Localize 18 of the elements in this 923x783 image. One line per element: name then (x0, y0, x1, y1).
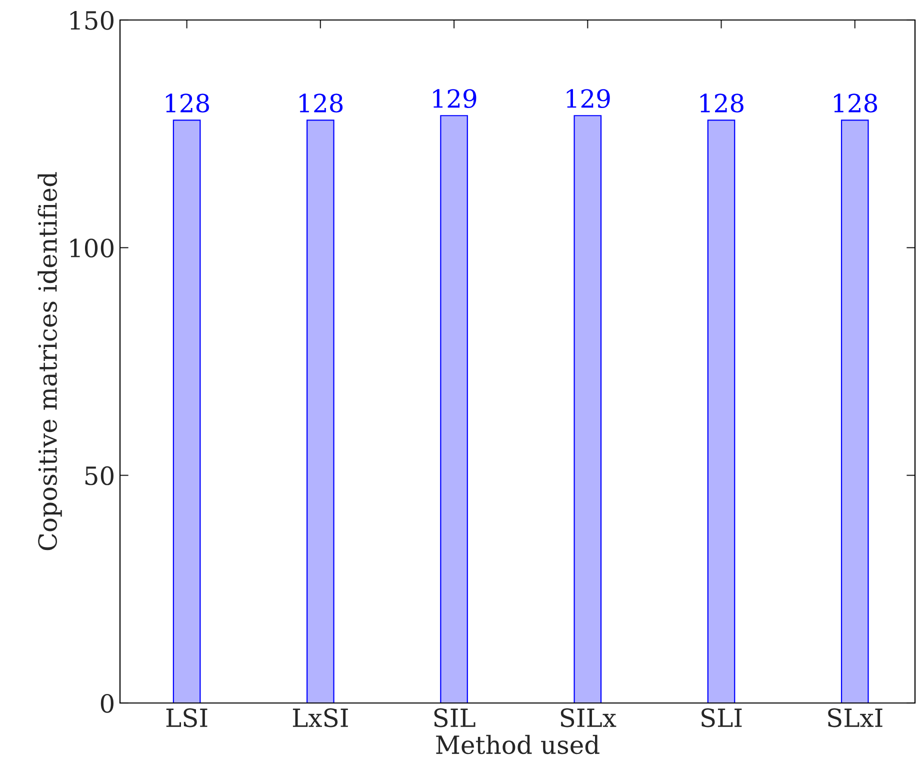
data-label: 128 (700, 94, 744, 113)
data-label: 128 (300, 94, 343, 113)
x-axis-title: Method used (436, 734, 600, 754)
data-label: 129 (566, 89, 610, 108)
data-label: 128 (834, 94, 878, 113)
data-label: 128 (166, 94, 209, 113)
x-tick-label: SLI (702, 708, 742, 728)
x-tick-label: SILx (560, 708, 616, 728)
x-tick-label: SIL (434, 708, 476, 728)
y-tick-label: 0 (100, 694, 114, 713)
y-tick-label: 50 (85, 466, 114, 486)
y-axis-title: Copositive matrices identified (38, 172, 62, 550)
y-tick-label: 150 (70, 10, 114, 30)
x-tick-label: LxSI (292, 708, 348, 728)
y-tick-label: 100 (70, 238, 114, 258)
data-label: 129 (433, 89, 476, 108)
x-tick-label: SLxI (828, 708, 882, 728)
x-tick-label: LSI (166, 708, 208, 728)
